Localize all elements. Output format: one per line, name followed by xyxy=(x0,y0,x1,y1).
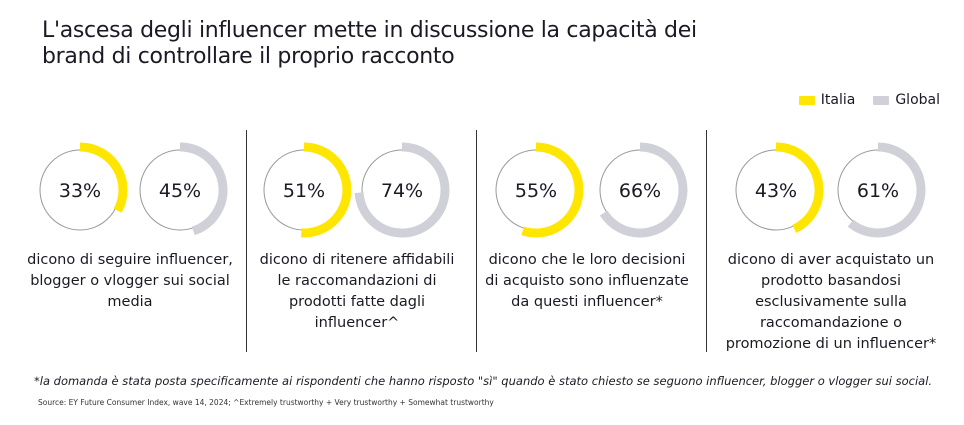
global-arc xyxy=(179,142,228,236)
italia-arc xyxy=(301,142,352,238)
description-1: dicono di seguire influencer, blogger o … xyxy=(27,252,233,310)
global-arc xyxy=(599,142,688,238)
italia-arc xyxy=(775,142,824,233)
italia-value-label: 55% xyxy=(515,180,557,202)
global-value-label: 61% xyxy=(857,180,899,202)
page-title: L'ascesa degli influencer mette in discu… xyxy=(42,18,697,70)
description-4: dicono di aver acquistato un prodotto ba… xyxy=(725,252,937,352)
italia-value-label: 51% xyxy=(283,180,325,202)
italia-arc xyxy=(79,142,128,213)
italia-value-label: 43% xyxy=(755,180,797,202)
global-arc xyxy=(354,142,450,238)
legend-label: Global xyxy=(895,92,940,108)
title-line-1: L'ascesa degli influencer mette in discu… xyxy=(42,18,697,43)
legend-italia: Italia xyxy=(798,92,856,108)
legend-global: Global xyxy=(873,92,940,108)
italia-arc xyxy=(521,142,584,238)
footnote: *la domanda è stata posta specificamente… xyxy=(34,374,933,388)
legend-swatch-italia xyxy=(798,95,815,105)
global-value-label: 45% xyxy=(159,180,201,202)
title-line-2: brand di controllare il proprio racconto xyxy=(42,44,455,69)
divider xyxy=(706,130,707,352)
global-value-label: 74% xyxy=(381,180,423,202)
description-3: dicono che le loro decisioni di acquisto… xyxy=(485,252,689,310)
description-2: dicono di ritenere affidabili le raccoma… xyxy=(259,252,455,331)
italia-value-label: 33% xyxy=(59,180,101,202)
legend: Italia Global xyxy=(798,92,940,108)
global-arc xyxy=(847,142,926,238)
legend-swatch-global xyxy=(873,95,890,105)
divider xyxy=(246,130,247,352)
global-value-label: 66% xyxy=(619,180,661,202)
source-note: Source: EY Future Consumer Index, wave 1… xyxy=(38,398,494,407)
divider xyxy=(476,130,477,352)
legend-label: Italia xyxy=(820,92,856,108)
